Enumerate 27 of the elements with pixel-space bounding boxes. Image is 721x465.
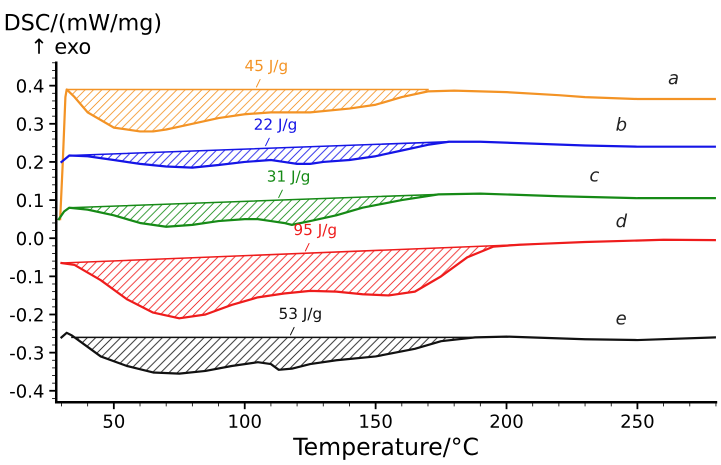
x-axis-title: Temperature/°C (293, 437, 478, 460)
y-tick-label: 0.2 (16, 155, 43, 170)
annotation: 53 J/g (280, 308, 321, 322)
y-tick-label: 0.0 (16, 232, 44, 246)
x-tick-label: 200 (490, 414, 523, 428)
y-tick-label: -0.2 (10, 308, 43, 322)
y-axis-title: DSC/(mW/mg) (6, 13, 160, 35)
y-tick-label: 0.3 (16, 117, 43, 131)
text: ↑ exo (34, 38, 90, 54)
y-tick-label: 0.4 (16, 79, 44, 93)
annotation: 31 J/g (268, 170, 309, 185)
y-tick-label: -0.1 (10, 270, 43, 284)
annotation: 95 J/g (294, 224, 336, 238)
series-label: c (590, 171, 600, 182)
annotation: 22 J/g (254, 118, 296, 133)
annotation: 45 J/g (245, 60, 287, 74)
series-label: a (668, 74, 678, 84)
y-tick-label: -0.4 (10, 384, 44, 398)
series-label: e (616, 314, 626, 325)
y-tick-label: 0.1 (16, 194, 43, 208)
series-label: d (616, 213, 628, 228)
x-tick-label: 50 (104, 414, 124, 428)
series-label: b (616, 116, 626, 131)
x-tick-label: 150 (360, 414, 392, 428)
y-tick-label: -0.3 (10, 346, 43, 360)
x-tick-label: 100 (229, 414, 261, 428)
x-tick-label: 250 (622, 414, 654, 428)
